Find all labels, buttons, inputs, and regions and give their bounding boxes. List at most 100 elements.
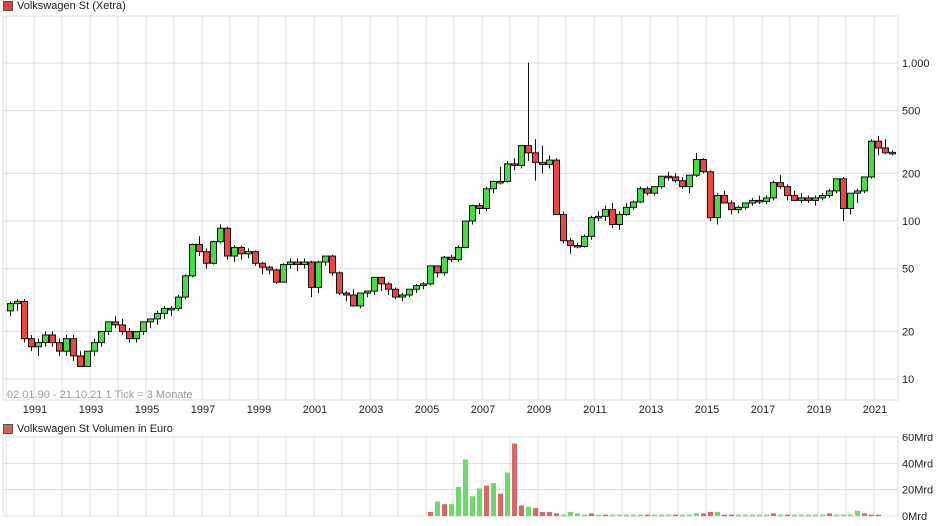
candle — [679, 180, 686, 188]
candle — [770, 182, 777, 199]
candle — [546, 159, 553, 165]
volume-bar — [610, 514, 615, 517]
y-tick-label: 500 — [902, 106, 920, 118]
volume-bar — [694, 513, 699, 516]
x-tick-label: 2015 — [695, 404, 719, 416]
volume-bar — [547, 512, 552, 516]
candle — [168, 307, 175, 311]
candle — [630, 201, 637, 208]
candle — [364, 290, 371, 294]
volume-bar — [512, 443, 517, 516]
candle — [189, 244, 196, 277]
volume-bar — [785, 514, 790, 517]
candle — [483, 188, 490, 209]
volume-bar — [708, 512, 713, 516]
candle — [63, 338, 70, 352]
candle — [448, 256, 455, 261]
volume-bar — [477, 488, 482, 516]
candle — [693, 159, 700, 176]
candle — [301, 261, 308, 266]
candle — [231, 246, 238, 257]
volume-bar — [526, 506, 531, 516]
candle — [175, 296, 182, 309]
candle — [315, 261, 322, 288]
candle — [14, 300, 21, 305]
candle — [217, 227, 224, 243]
volume-bar — [736, 514, 741, 517]
price-legend-label: Volkswagen St (Xetra) — [17, 0, 126, 12]
volume-bar — [498, 493, 503, 516]
candle — [252, 251, 259, 264]
candle — [476, 205, 483, 209]
candle — [672, 176, 679, 182]
volume-bar — [701, 513, 706, 516]
candle — [56, 342, 63, 352]
candle — [147, 318, 154, 323]
candle — [623, 206, 630, 215]
candle — [112, 321, 119, 326]
volume-bar — [561, 514, 566, 517]
candle — [70, 338, 77, 357]
volume-bar — [568, 512, 573, 516]
candle — [798, 197, 805, 201]
volume-bar — [428, 512, 433, 516]
candle — [609, 209, 616, 226]
candle — [889, 151, 896, 155]
candle — [833, 178, 840, 192]
volume-bar — [603, 514, 608, 517]
volume-bar — [596, 514, 601, 517]
candle — [385, 283, 392, 290]
candle — [49, 334, 56, 344]
candle — [245, 251, 252, 255]
candle — [847, 192, 854, 209]
candle — [441, 256, 448, 274]
volume-bar — [680, 514, 685, 517]
x-tick-label: 2011 — [583, 404, 607, 416]
candle — [567, 240, 574, 246]
volume-bar — [582, 514, 587, 517]
candle — [294, 261, 301, 266]
candle — [581, 235, 588, 247]
x-tick-label: 1999 — [247, 404, 271, 416]
volume-bar — [876, 514, 881, 517]
x-tick-label: 2019 — [807, 404, 831, 416]
x-tick-label: 2021 — [863, 404, 887, 416]
x-tick-label: 2003 — [359, 404, 383, 416]
volume-bar — [855, 510, 860, 516]
volume-bar — [778, 514, 783, 517]
volume-bar — [750, 514, 755, 517]
candle — [532, 152, 539, 163]
y-tick-label: 50 — [902, 264, 914, 276]
candle — [105, 321, 112, 332]
volume-bar — [820, 514, 825, 517]
candle — [749, 199, 756, 204]
candle — [266, 266, 273, 271]
candle — [805, 197, 812, 201]
x-tick-label: 2013 — [639, 404, 663, 416]
volume-bar — [533, 508, 538, 516]
candle — [819, 195, 826, 199]
candle — [574, 244, 581, 248]
volume-bar — [764, 514, 769, 517]
volume-legend: Volkswagen St Volumen in Euro — [3, 423, 173, 435]
candle — [595, 215, 602, 219]
volume-bar — [554, 513, 559, 516]
volume-bar — [456, 487, 461, 516]
candle — [378, 276, 385, 285]
candle — [553, 159, 560, 215]
candle — [133, 330, 140, 340]
candle — [182, 275, 189, 298]
candle — [728, 202, 735, 211]
candle — [42, 334, 49, 344]
volume-bar — [771, 513, 776, 516]
volume-bar — [792, 514, 797, 517]
volume-bar — [813, 514, 818, 517]
volume-bar — [624, 514, 629, 517]
candle — [287, 261, 294, 266]
candle — [791, 195, 798, 201]
candle — [518, 145, 525, 166]
volume-bar — [589, 513, 594, 516]
volume-bar — [722, 514, 727, 517]
volume-bar — [729, 514, 734, 517]
volume-bar — [757, 514, 762, 517]
